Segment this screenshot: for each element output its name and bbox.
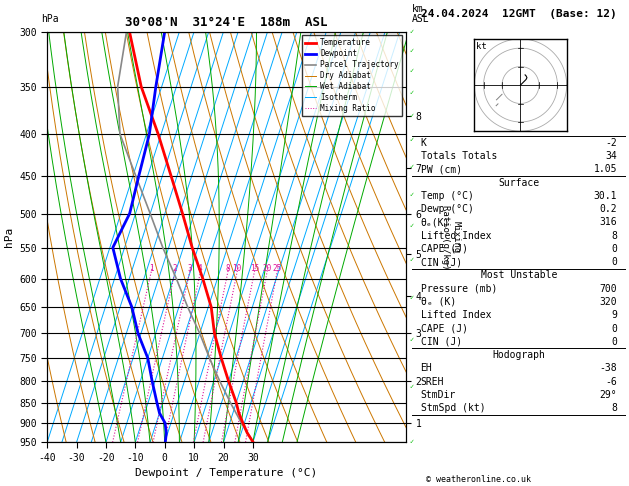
Text: 29°: 29° (599, 390, 617, 400)
Text: 0: 0 (611, 257, 617, 267)
Text: ✓: ✓ (410, 384, 414, 390)
Text: ✓: ✓ (410, 90, 414, 96)
Text: © weatheronline.co.uk: © weatheronline.co.uk (426, 474, 530, 484)
Text: 4: 4 (198, 263, 203, 273)
Text: ✓: ✓ (410, 48, 414, 54)
Text: 0: 0 (611, 337, 617, 347)
Text: 10: 10 (232, 263, 242, 273)
Y-axis label: Mixing
Ratio (g/kg): Mixing Ratio (g/kg) (441, 205, 460, 269)
Text: Dewp (°C): Dewp (°C) (421, 204, 474, 214)
Text: Most Unstable: Most Unstable (481, 270, 557, 280)
Text: SREH: SREH (421, 377, 444, 386)
Text: ✓: ✓ (410, 257, 414, 263)
Text: 15: 15 (250, 263, 259, 273)
Text: 34: 34 (606, 151, 617, 161)
Text: CAPE (J): CAPE (J) (421, 244, 467, 254)
Text: -6: -6 (606, 377, 617, 386)
Text: 8: 8 (611, 231, 617, 241)
Text: CIN (J): CIN (J) (421, 257, 462, 267)
Text: km
ASL: km ASL (412, 4, 430, 24)
X-axis label: Dewpoint / Temperature (°C): Dewpoint / Temperature (°C) (135, 468, 318, 478)
Text: ✓: ✓ (410, 192, 414, 198)
Text: CIN (J): CIN (J) (421, 337, 462, 347)
Text: StmSpd (kt): StmSpd (kt) (421, 403, 485, 413)
Text: 320: 320 (599, 297, 617, 307)
Text: ✓: ✓ (410, 164, 414, 170)
Text: ✓: ✓ (410, 113, 414, 119)
Text: StmDir: StmDir (421, 390, 456, 400)
Text: ✓: ✓ (410, 29, 414, 35)
Text: Pressure (mb): Pressure (mb) (421, 284, 497, 294)
Text: 1: 1 (148, 263, 153, 273)
Text: 20: 20 (262, 263, 272, 273)
Text: 3: 3 (187, 263, 192, 273)
Text: θₑ(K): θₑ(K) (421, 217, 450, 227)
Text: 25: 25 (272, 263, 282, 273)
Text: ✓: ✓ (410, 295, 414, 301)
Text: Temp (°C): Temp (°C) (421, 191, 474, 201)
Text: 8: 8 (225, 263, 230, 273)
Text: 24.04.2024  12GMT  (Base: 12): 24.04.2024 12GMT (Base: 12) (421, 9, 617, 19)
Title: 30°08'N  31°24'E  188m  ASL: 30°08'N 31°24'E 188m ASL (125, 16, 328, 29)
Text: Surface: Surface (498, 177, 540, 188)
Text: 0: 0 (611, 244, 617, 254)
Text: 8: 8 (611, 403, 617, 413)
Legend: Temperature, Dewpoint, Parcel Trajectory, Dry Adiabat, Wet Adiabat, Isotherm, Mi: Temperature, Dewpoint, Parcel Trajectory… (302, 35, 402, 116)
Text: EH: EH (421, 364, 432, 373)
Text: 9: 9 (611, 310, 617, 320)
Text: ✓: ✓ (410, 337, 414, 343)
Text: hPa: hPa (41, 14, 58, 24)
Text: kt: kt (476, 42, 487, 51)
Text: 30.1: 30.1 (594, 191, 617, 201)
Text: 316: 316 (599, 217, 617, 227)
Text: 0.2: 0.2 (599, 204, 617, 214)
Y-axis label: hPa: hPa (4, 227, 14, 247)
Text: Totals Totals: Totals Totals (421, 151, 497, 161)
Text: -38: -38 (599, 364, 617, 373)
Text: Hodograph: Hodograph (493, 350, 545, 360)
Text: 700: 700 (599, 284, 617, 294)
Text: ✓: ✓ (410, 223, 414, 229)
Text: K: K (421, 138, 426, 148)
Text: θₑ (K): θₑ (K) (421, 297, 456, 307)
Text: PW (cm): PW (cm) (421, 164, 462, 174)
Text: 0: 0 (611, 324, 617, 333)
Text: 1.05: 1.05 (594, 164, 617, 174)
Text: ✓: ✓ (410, 138, 414, 143)
Text: Lifted Index: Lifted Index (421, 310, 491, 320)
Text: Lifted Index: Lifted Index (421, 231, 491, 241)
Text: CAPE (J): CAPE (J) (421, 324, 467, 333)
Text: -2: -2 (606, 138, 617, 148)
Text: 2: 2 (172, 263, 177, 273)
Text: ✓: ✓ (410, 68, 414, 74)
Text: ✓: ✓ (410, 439, 414, 445)
